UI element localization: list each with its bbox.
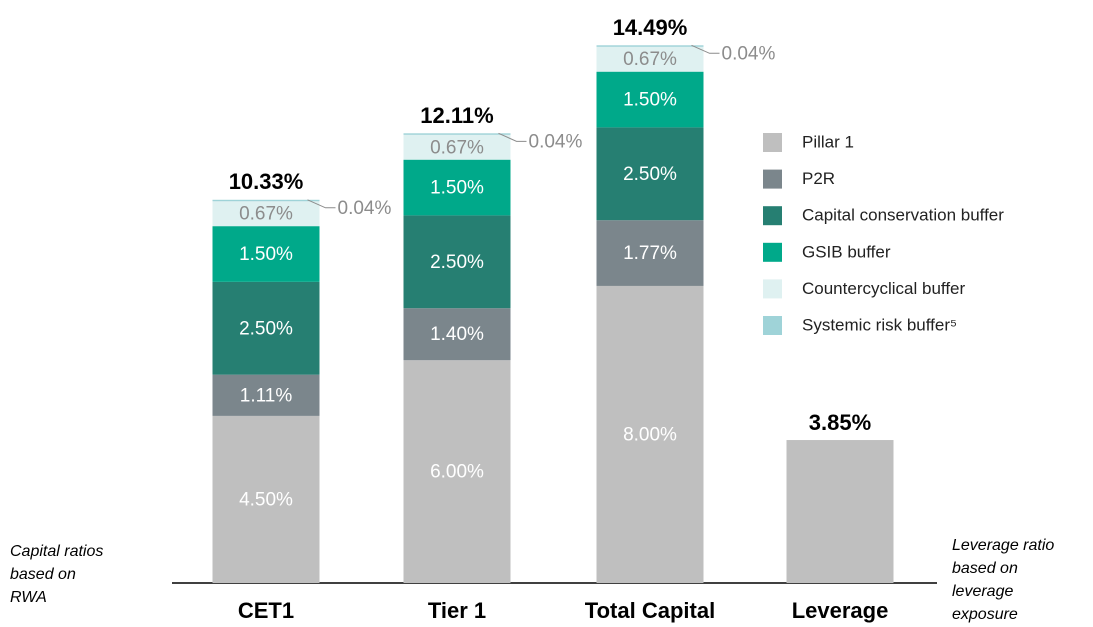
value-label: 0.04% [722, 43, 776, 64]
legend-swatch [763, 133, 782, 152]
bar-segment [212, 226, 320, 282]
value-label: 0.67% [623, 49, 677, 70]
value-label: 0.67% [430, 137, 484, 158]
annotation: based on [10, 566, 76, 583]
leader-line [307, 199, 336, 209]
value-label: 0.04% [338, 198, 392, 219]
bar-segment [403, 134, 511, 160]
legend-swatch [763, 279, 782, 299]
annotation: Leverage ratio [952, 537, 1054, 554]
value-label: 4.50% [239, 489, 293, 510]
annotation: Capital ratios [10, 543, 103, 560]
value-label: 1.11% [240, 385, 293, 406]
value-label: 1.40% [430, 324, 484, 345]
value-label: 2.50% [239, 318, 293, 339]
bar-segment [403, 159, 511, 216]
bar-segment [212, 374, 320, 416]
total-label: 12.11% [420, 103, 493, 128]
legend-label: Pillar 1 [802, 132, 854, 151]
x-tick-label: Leverage [792, 598, 889, 623]
value-label: 6.00% [430, 462, 484, 483]
legend-label: Systemic risk buffer⁵ [802, 315, 957, 334]
bar-segment [212, 201, 320, 227]
legend-label: Countercyclical buffer [802, 279, 965, 298]
annotation: based on [952, 560, 1018, 577]
leader-line [498, 132, 527, 142]
legend-swatch [763, 206, 782, 226]
value-label: 1.77% [623, 243, 677, 264]
x-tick-label: Tier 1 [428, 598, 486, 623]
bar-segment [596, 71, 704, 128]
annotation: leverage [952, 583, 1013, 600]
bar-segment [596, 45, 704, 47]
value-label: 2.50% [430, 252, 484, 273]
bar-segment [403, 215, 511, 309]
bar-segment [596, 127, 704, 221]
value-label: 1.50% [623, 90, 677, 111]
bar-segment [403, 133, 511, 135]
bar-segment [596, 285, 704, 583]
leader-line [691, 44, 720, 54]
bar-segment [212, 415, 320, 583]
value-label: 0.04% [529, 131, 583, 152]
total-label: 3.85% [809, 410, 871, 435]
value-label: 0.67% [239, 204, 293, 225]
legend-label: GSIB buffer [802, 242, 891, 261]
annotation: RWA [10, 589, 47, 606]
legend-swatch [763, 316, 782, 335]
bar-segment [596, 46, 704, 72]
total-label: 14.49% [613, 15, 688, 40]
value-label: 1.50% [239, 244, 293, 265]
x-tick-label: CET1 [238, 598, 294, 623]
bar-segment [403, 308, 511, 361]
bar-segment [212, 281, 320, 375]
legend-swatch [763, 242, 782, 262]
x-tick-label: Total Capital [585, 598, 715, 623]
total-label: 10.33% [229, 169, 304, 194]
bar-segment [403, 360, 511, 583]
legend-swatch [763, 169, 782, 189]
legend-label: P2R [802, 169, 835, 188]
value-label: 1.50% [430, 178, 484, 199]
legend-label: Capital conservation buffer [802, 206, 1004, 225]
value-label: 2.50% [623, 164, 677, 185]
value-label: 8.00% [623, 424, 677, 445]
annotation: exposure [952, 606, 1018, 623]
bar-segment [596, 220, 704, 286]
bar-segment [212, 199, 320, 202]
bar-segment [786, 440, 894, 583]
